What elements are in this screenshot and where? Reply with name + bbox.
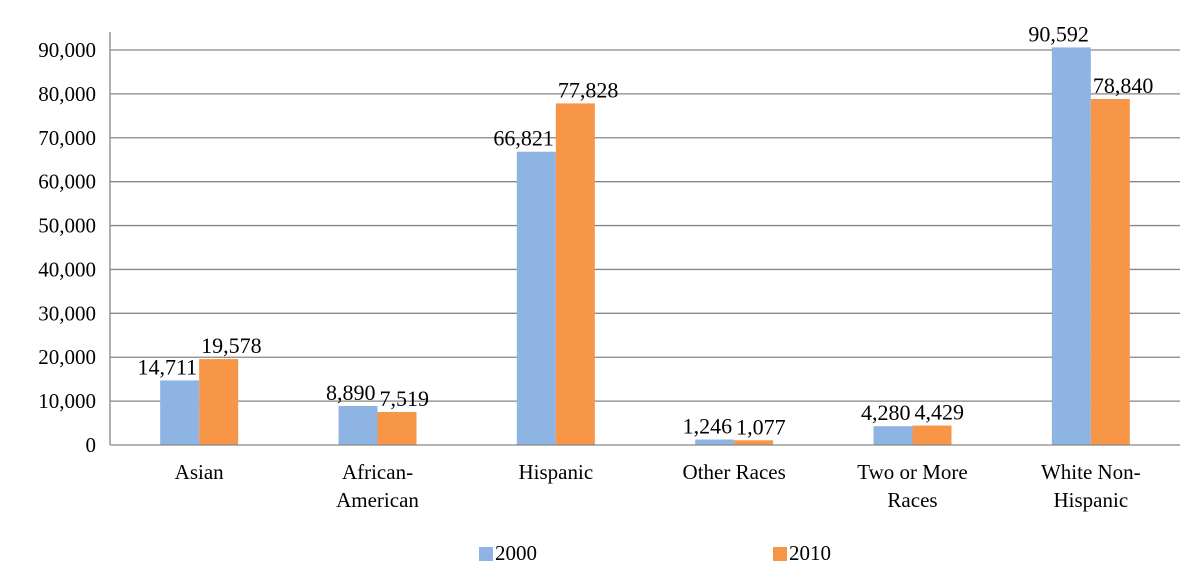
bar-2000 xyxy=(516,151,556,446)
y-tick-label: 50,000 xyxy=(38,214,96,238)
data-label: 1,077 xyxy=(736,414,786,439)
data-label: 90,592 xyxy=(1028,21,1089,46)
x-category-label: American xyxy=(336,488,419,512)
x-category-label: Two or More xyxy=(857,460,968,484)
data-label: 14,711 xyxy=(137,354,197,379)
legend-swatch xyxy=(479,547,493,561)
x-category-label: Asian xyxy=(175,460,224,484)
bar-2010 xyxy=(377,411,417,445)
data-label: 1,246 xyxy=(683,414,733,439)
legend-label: 2010 xyxy=(789,541,831,565)
bar-2000 xyxy=(338,405,378,445)
y-tick-label: 70,000 xyxy=(38,126,96,150)
legend-swatch xyxy=(773,547,787,561)
axes: 0 10,000 20,000 30,000 40,000 50,000 60,000 70,… xyxy=(38,32,1180,512)
y-tick-label: 10,000 xyxy=(38,389,96,413)
gridlines xyxy=(110,49,1180,402)
data-label: 78,840 xyxy=(1093,73,1154,98)
bar-2010 xyxy=(734,440,774,445)
x-category-label: Hispanic xyxy=(1054,488,1129,512)
data-label: 4,429 xyxy=(915,400,965,425)
data-label: 77,828 xyxy=(558,77,619,102)
data-label: 8,890 xyxy=(326,380,376,405)
data-label: 19,578 xyxy=(201,333,262,358)
legend: 2000 2010 xyxy=(479,541,831,565)
y-tick-label: 0 xyxy=(86,433,97,457)
x-category-label: African- xyxy=(342,460,413,484)
data-label: 4,280 xyxy=(861,400,911,425)
bar-2000 xyxy=(160,380,200,445)
bar-2010 xyxy=(912,425,952,445)
legend-label: 2000 xyxy=(495,541,537,565)
bar-2010 xyxy=(1090,98,1130,445)
x-category-label: Hispanic xyxy=(519,460,594,484)
bar-2010 xyxy=(199,359,239,445)
data-label: 7,519 xyxy=(380,386,430,411)
bar-2000 xyxy=(695,439,735,445)
bar-2000 xyxy=(873,426,913,445)
y-tick-label: 40,000 xyxy=(38,257,96,281)
x-category-label: Other Races xyxy=(683,460,786,484)
x-category-label: Races xyxy=(887,488,937,512)
bar-2000 xyxy=(1051,47,1091,445)
y-tick-label: 20,000 xyxy=(38,345,96,369)
bar-2010 xyxy=(555,103,595,445)
data-label: 66,821 xyxy=(493,126,554,151)
x-category-label: White Non- xyxy=(1041,460,1141,484)
y-tick-label: 60,000 xyxy=(38,170,96,194)
bars xyxy=(160,47,1130,446)
y-tick-label: 90,000 xyxy=(38,38,96,62)
y-tick-label: 30,000 xyxy=(38,301,96,325)
y-tick-label: 80,000 xyxy=(38,82,96,106)
